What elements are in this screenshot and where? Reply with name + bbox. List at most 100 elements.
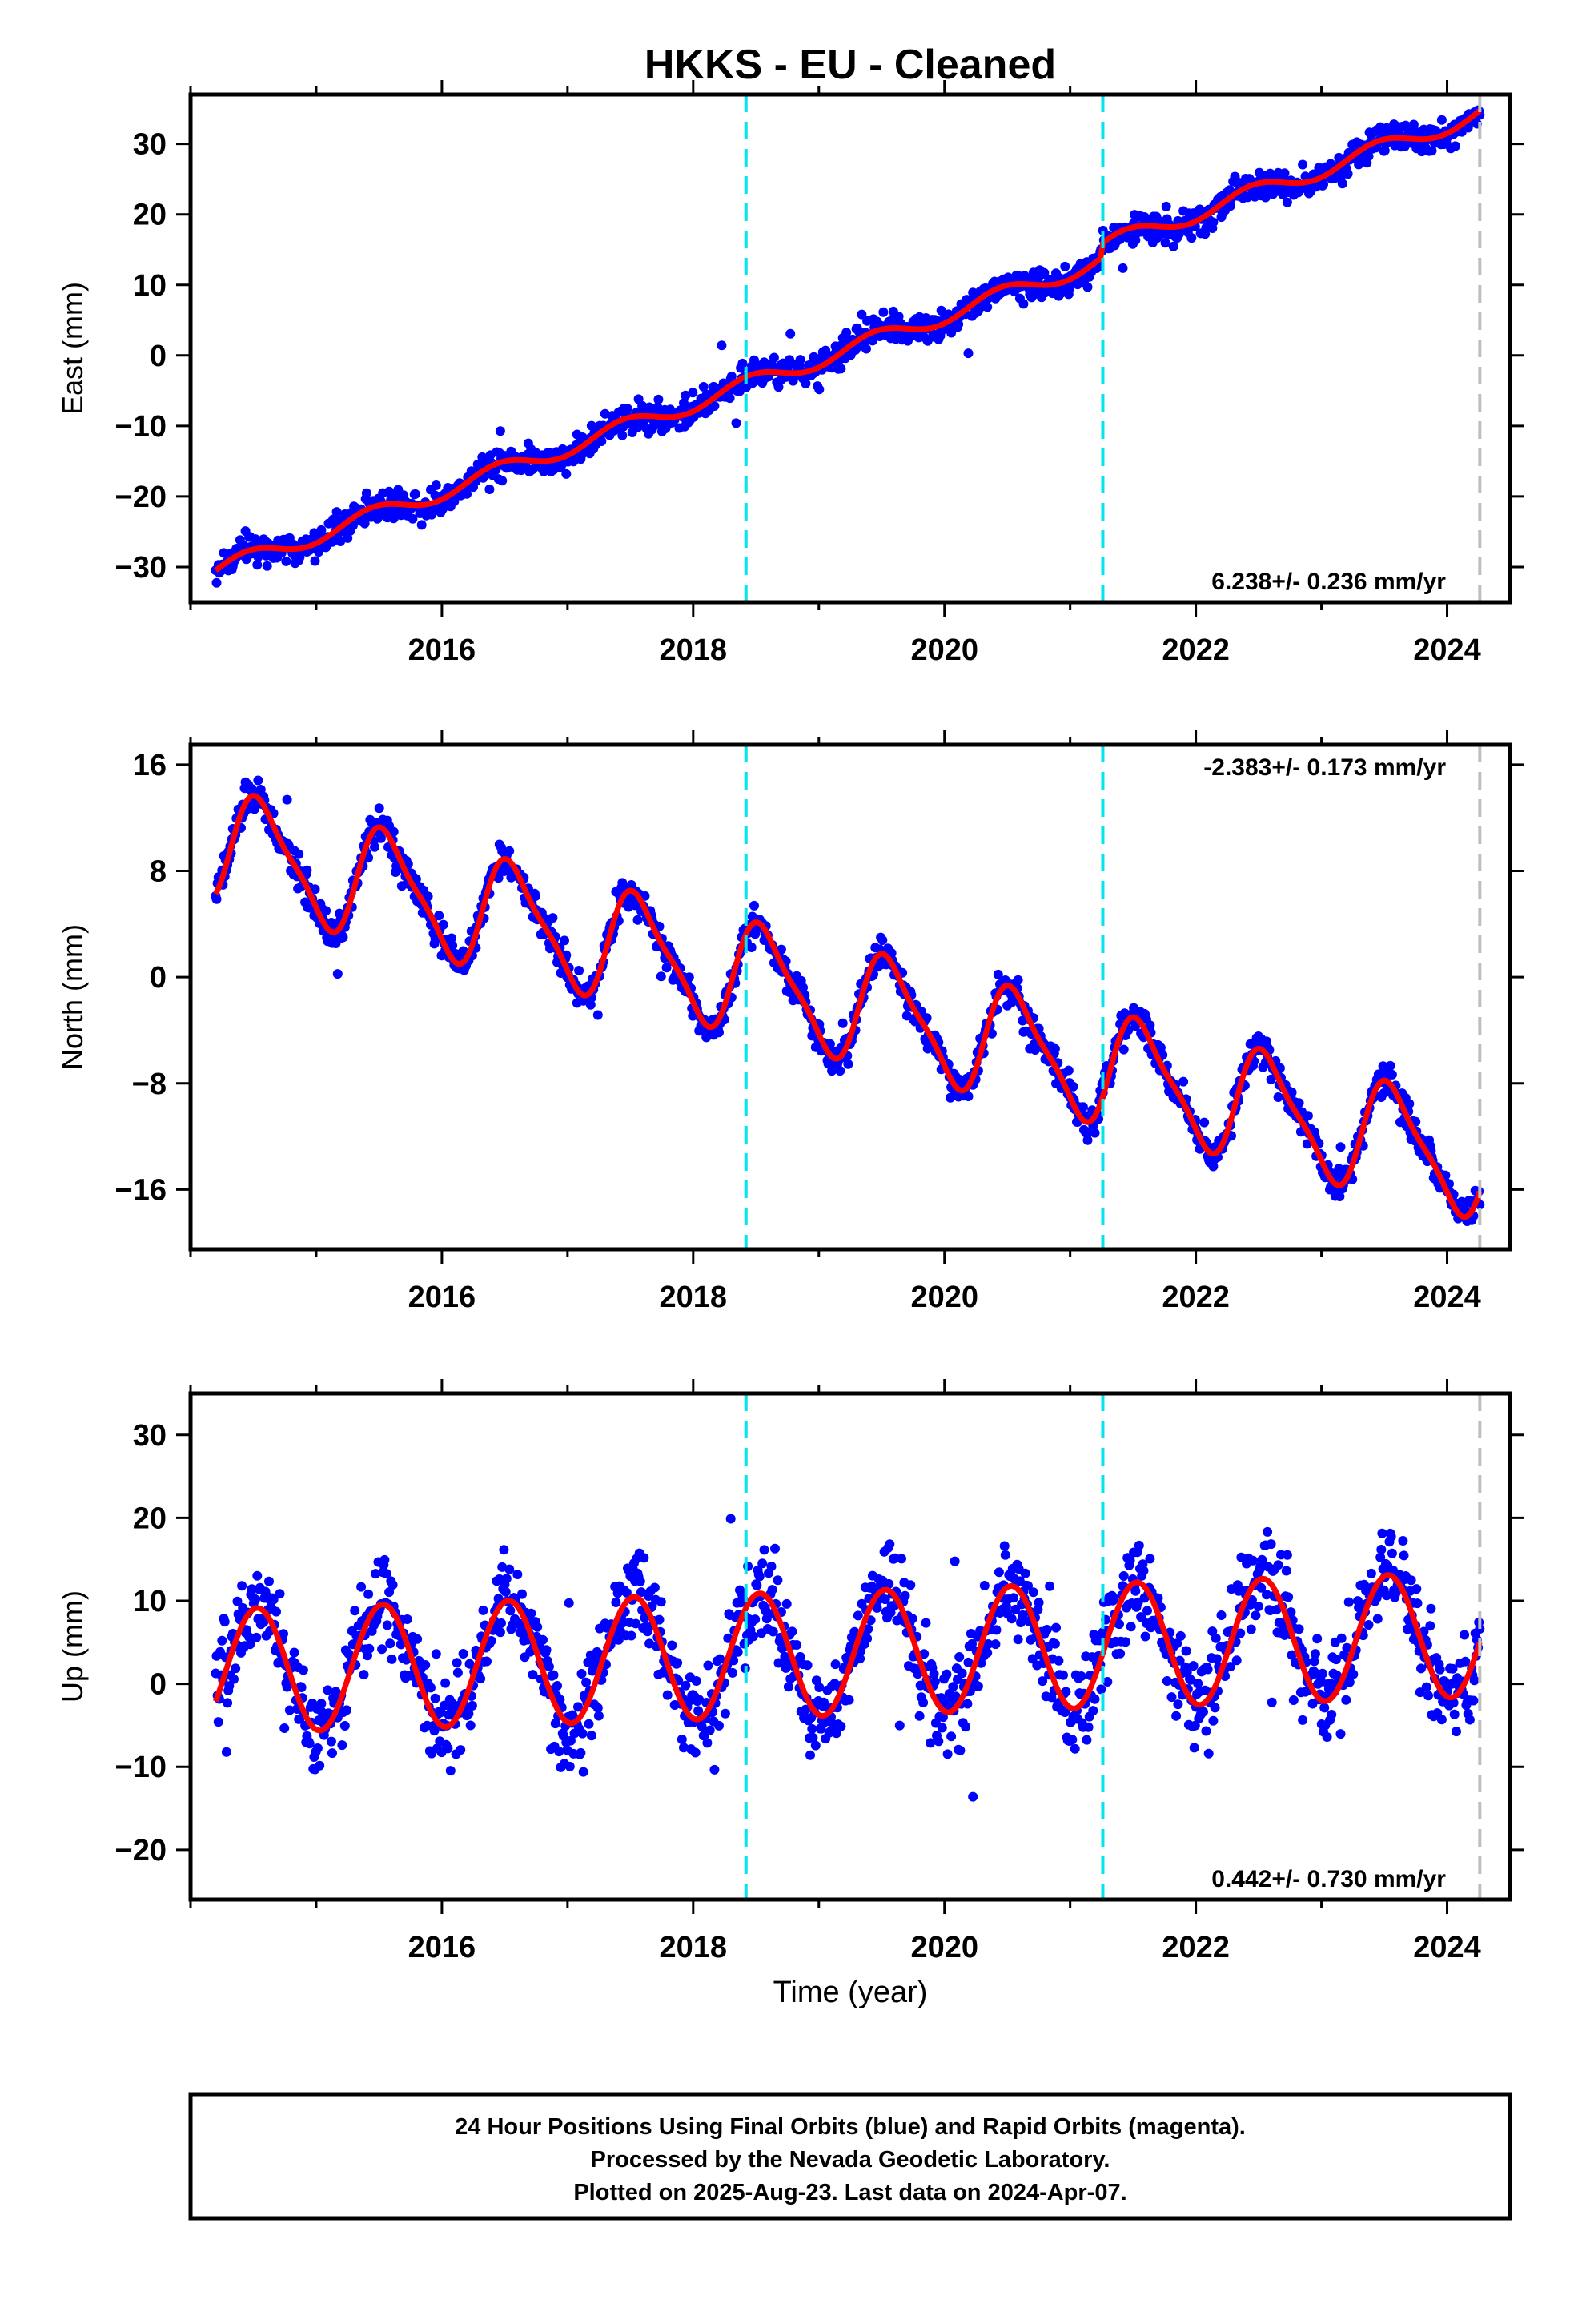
up-data-point [1266,1539,1276,1550]
up-data-point [1125,1555,1135,1566]
up-rate-label: 0.442+/- 0.730 mm/yr [1211,1866,1446,1892]
north-y-tick-label: −16 [115,1173,167,1207]
up-data-point [1203,1748,1214,1759]
chart-title: HKKS - EU - Cleaned [644,42,1056,88]
up-y-tick-label: 0 [150,1668,167,1702]
up-data-point [385,1638,396,1649]
up-data-point [476,1674,486,1684]
up-data-point [1298,1715,1308,1725]
up-data-point [1469,1675,1480,1686]
up-data-point [1267,1697,1277,1707]
east-x-tick-label: 2016 [408,633,476,667]
up-data-point [723,1633,733,1643]
east-data-point [623,404,632,414]
up-data-point [767,1585,777,1595]
up-data-point [387,1580,398,1590]
up-data-point [377,1644,387,1655]
east-data-point [327,537,337,547]
up-data-point [654,1614,665,1625]
up-data-point [528,1670,538,1680]
up-data-point [381,1569,391,1579]
up-x-tick-label: 2024 [1413,1931,1481,1964]
up-data-point [1309,1656,1319,1667]
east-data-point [1082,282,1093,292]
east-x-tick-label: 2018 [660,633,728,667]
up-data-point [1090,1694,1100,1704]
up-data-point [855,1654,865,1664]
up-data-point [1045,1581,1055,1591]
up-data-point [532,1622,543,1632]
east-data-point [416,520,427,530]
up-data-point [1235,1628,1246,1638]
east-data-point [281,556,291,566]
up-data-point [1399,1550,1409,1561]
up-data-point [1020,1568,1030,1578]
east-data-point [331,507,342,517]
up-data-point [1251,1610,1261,1621]
north-model-line [213,792,1483,1220]
north-data-point [448,940,458,951]
up-data-point [679,1743,689,1753]
up-data-point [465,1720,476,1731]
north-data-point [310,884,320,895]
north-data-point [447,933,456,943]
up-data-point [426,1683,436,1693]
north-data-point [560,935,569,946]
up-data-point [897,1554,906,1564]
up-data-point [621,1587,632,1598]
up-data-point [1335,1729,1346,1739]
east-data-point [528,464,538,474]
east-data-point [1450,141,1460,151]
north-rate-label: -2.383+/- 0.173 mm/yr [1203,754,1446,781]
up-data-point [217,1635,227,1646]
north-data-point [1273,1092,1283,1102]
up-data-point [770,1543,780,1554]
up-data-point [703,1660,713,1671]
up-data-point [750,1614,761,1625]
east-y-tick-label: 10 [133,269,167,303]
east-data-point [836,364,846,374]
up-data-point [384,1587,395,1598]
up-data-point [611,1598,621,1607]
east-data-point [1298,159,1308,170]
north-data-point [1335,1192,1345,1201]
up-x-tick-label: 2022 [1162,1931,1230,1964]
up-data-point [968,1791,978,1802]
up-data-point [429,1726,440,1736]
up-data-point [224,1681,235,1691]
east-data-point [769,352,779,363]
east-data-point [725,393,735,404]
up-data-point [915,1680,926,1691]
up-data-point [1273,1560,1283,1570]
east-data-point [1186,233,1197,243]
north-data-point [1335,1142,1346,1152]
up-data-point [1236,1552,1247,1562]
up-data-point [613,1634,624,1645]
up-data-point [967,1638,977,1649]
north-data-point [661,963,672,973]
east-data-point [1319,179,1329,189]
up-data-point [1294,1624,1304,1634]
up-data-point [565,1735,576,1746]
up-data-point [396,1639,406,1650]
up-data-point [656,1597,666,1607]
up-data-point [649,1582,660,1593]
north-data-point [294,849,304,859]
up-data-point [1225,1662,1235,1672]
east-data-point [1168,241,1178,251]
east-data-point [867,336,877,346]
north-data-point [211,894,222,904]
east-x-tick-label: 2020 [910,633,978,667]
up-data-point [1318,1668,1327,1679]
up-data-point [1382,1590,1392,1601]
east-data-point [343,533,353,543]
up-y-tick-label: −20 [115,1834,167,1868]
up-data-point [979,1581,990,1590]
up-data-point [504,1564,515,1574]
up-data-point [264,1576,274,1586]
up-data-point [836,1721,846,1731]
up-data-point [950,1691,961,1702]
east-data-point [717,340,727,351]
up-data-point [872,1602,882,1613]
north-data-point [374,803,384,814]
